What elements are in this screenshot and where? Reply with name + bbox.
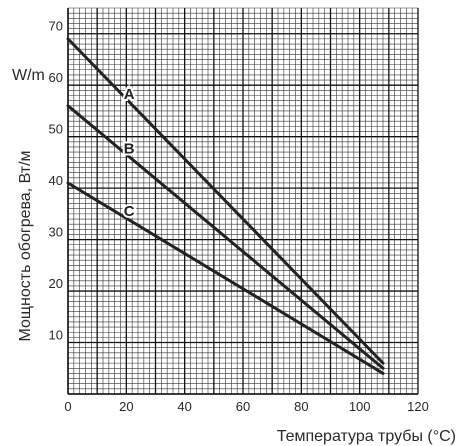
x-tick-label: 120 [407, 399, 429, 414]
series-line-a [66, 37, 385, 365]
x-tick-label: 20 [119, 399, 133, 414]
series-line-c [66, 181, 385, 375]
y-unit-label: W/m [12, 67, 45, 84]
x-tick-label: 60 [236, 399, 250, 414]
x-tick-label: 80 [294, 399, 308, 414]
series-label-a: A [124, 86, 135, 103]
x-tick-labels: 0 20 40 60 80 100 120 [64, 399, 428, 414]
series-lines [66, 37, 385, 375]
x-tick-label: 100 [349, 399, 371, 414]
series-labels: A B C [122, 84, 137, 222]
x-axis-title: Температура трубы (°C) [277, 428, 456, 445]
y-tick-label: 30 [49, 225, 63, 240]
y-axis-title: Мощность обогрева, Вт/м [17, 150, 34, 341]
x-tick-label: 0 [64, 399, 71, 414]
y-tick-label: 20 [49, 276, 63, 291]
y-tick-label: 10 [49, 328, 63, 343]
series-label-c: C [124, 203, 135, 220]
y-tick-label: 70 [49, 19, 63, 34]
series-line-b [66, 104, 385, 370]
x-tick-label: 40 [177, 399, 191, 414]
y-tick-label: 50 [49, 122, 63, 137]
y-tick-label: 40 [49, 173, 63, 188]
series-label-b: B [124, 140, 135, 157]
y-tick-labels: 10 20 30 40 50 60 70 [49, 19, 63, 343]
y-tick-label: 60 [49, 70, 63, 85]
